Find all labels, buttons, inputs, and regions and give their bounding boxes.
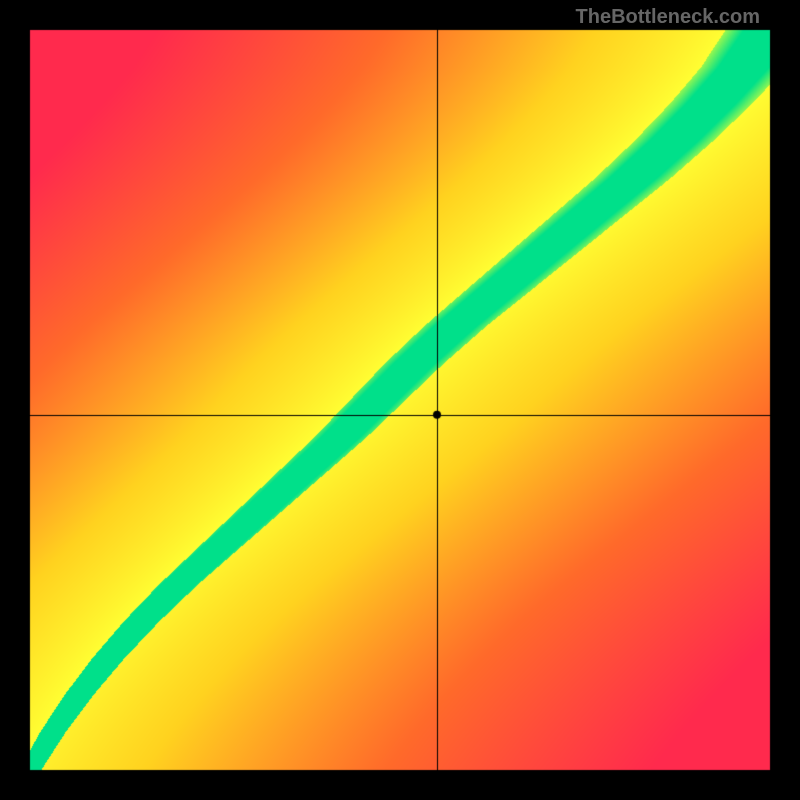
watermark-text: TheBottleneck.com xyxy=(576,6,760,29)
chart-container: TheBottleneck.com xyxy=(0,0,800,800)
bottleneck-heatmap xyxy=(0,0,800,800)
